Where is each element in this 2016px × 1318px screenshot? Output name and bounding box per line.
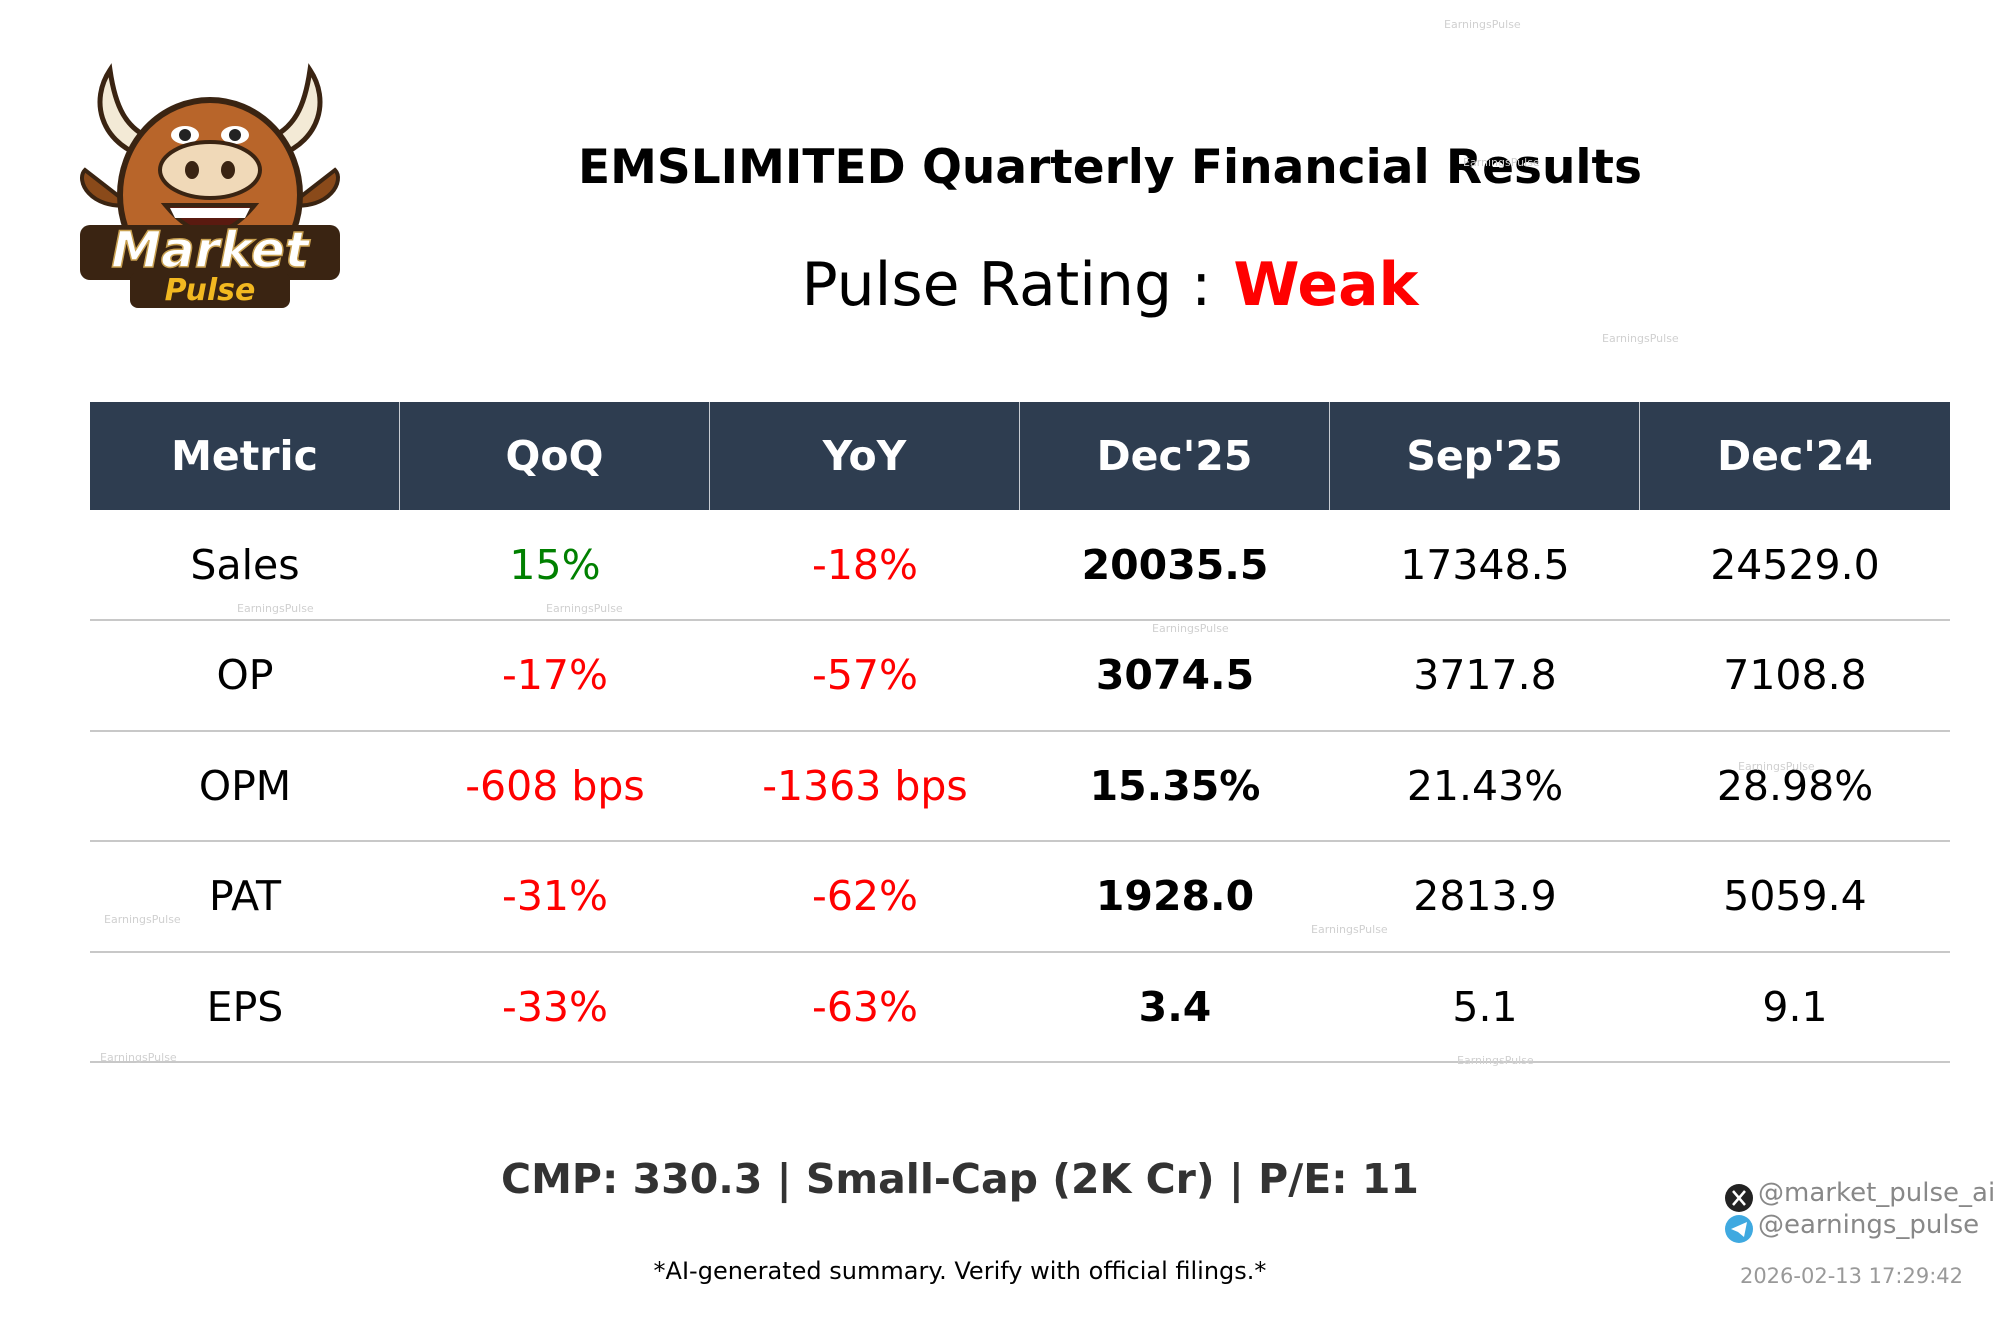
table-cell: -1363 bps <box>762 761 968 810</box>
table-cell: -62% <box>812 872 918 921</box>
table-cell: EPS <box>206 982 284 1031</box>
header-cell: Metric <box>90 402 400 510</box>
watermark: EarningsPulse <box>1152 622 1229 635</box>
header-cell: Dec'25 <box>1020 402 1330 510</box>
table-cell: 17348.5 <box>1400 541 1570 589</box>
row-divider <box>90 729 1950 732</box>
row-divider <box>90 950 1950 953</box>
table-cell: 3074.5 <box>1095 651 1255 700</box>
telegram-handle: @earnings_pulse <box>1758 1210 1980 1240</box>
summary: CMP: 330.3 | Small-Cap (2K Cr) | P/E: 11 <box>501 1155 1419 1203</box>
table-cell: 7108.8 <box>1723 651 1867 700</box>
table-cell: OP <box>216 651 274 700</box>
table-cell: 15.35% <box>1089 761 1261 810</box>
table-cell: 1928.0 <box>1095 872 1255 921</box>
row-divider <box>90 619 1950 622</box>
logo: Market Pulse <box>80 63 340 308</box>
rating-row: Pulse Rating : Weak <box>0 250 2016 320</box>
header-cell: Sep'25 <box>1330 402 1640 510</box>
title: EMSLIMITED Quarterly Financial Results <box>578 140 1642 195</box>
watermark: EarningsPulse <box>1738 760 1815 773</box>
watermark: EarningsPulse <box>104 913 181 926</box>
table-cell: -33% <box>502 982 608 1031</box>
telegram-icon <box>1725 1215 1753 1243</box>
watermark: EarningsPulse <box>1602 332 1679 345</box>
table-cell: -31% <box>502 872 608 921</box>
table-cell: 5.1 <box>1452 982 1518 1031</box>
logo-line1: Market <box>111 221 311 279</box>
table-cell: 15% <box>509 541 601 589</box>
twitter-handle: @market_pulse_ai <box>1758 1178 1996 1208</box>
table-cell: -63% <box>812 982 918 1031</box>
table-cell: OPM <box>198 761 292 810</box>
table-cell: 20035.5 <box>1081 541 1269 589</box>
watermark: EarningsPulse <box>100 1051 177 1064</box>
table-cell: 9.1 <box>1762 982 1828 1031</box>
watermark: EarningsPulse <box>1311 923 1388 936</box>
table-cell: 3717.8 <box>1413 651 1557 700</box>
disclaimer: *AI-generated summary. Verify with offic… <box>653 1257 1267 1285</box>
logo-line2: Pulse <box>165 273 256 308</box>
table-cell: Sales <box>190 541 300 589</box>
table-cell: -17% <box>502 651 608 700</box>
watermark: EarningsPulse <box>237 602 314 615</box>
watermark: EarningsPulse <box>546 602 623 615</box>
watermark: EarningsPulse <box>1444 18 1521 31</box>
timestamp: 2026-02-13 17:29:42 <box>1739 1264 1963 1288</box>
table-cell: -57% <box>812 651 918 700</box>
row-divider <box>90 840 1950 843</box>
watermark: EarningsPulse <box>1457 1054 1534 1067</box>
watermark: EarningsPulse <box>1463 156 1540 169</box>
table-cell: -608 bps <box>465 761 645 810</box>
table-cell: 5059.4 <box>1723 872 1867 921</box>
table-cell: 24529.0 <box>1710 541 1880 589</box>
header-cell: QoQ <box>400 402 710 510</box>
header-cell: YoY <box>710 402 1020 510</box>
rating-label: Pulse Rating : <box>801 250 1212 320</box>
x-icon <box>1725 1184 1753 1212</box>
row-divider <box>90 1061 1950 1063</box>
table-cell: 2813.9 <box>1413 872 1557 921</box>
rating: Weak <box>1233 250 1419 320</box>
table-cell: 28.98% <box>1716 761 1874 810</box>
table-cell: -18% <box>812 541 918 589</box>
table-cell: 21.43% <box>1406 761 1564 810</box>
header-cell: Dec'24 <box>1640 402 1950 510</box>
table-cell: PAT <box>208 872 281 921</box>
table-cell: 3.4 <box>1138 982 1212 1031</box>
